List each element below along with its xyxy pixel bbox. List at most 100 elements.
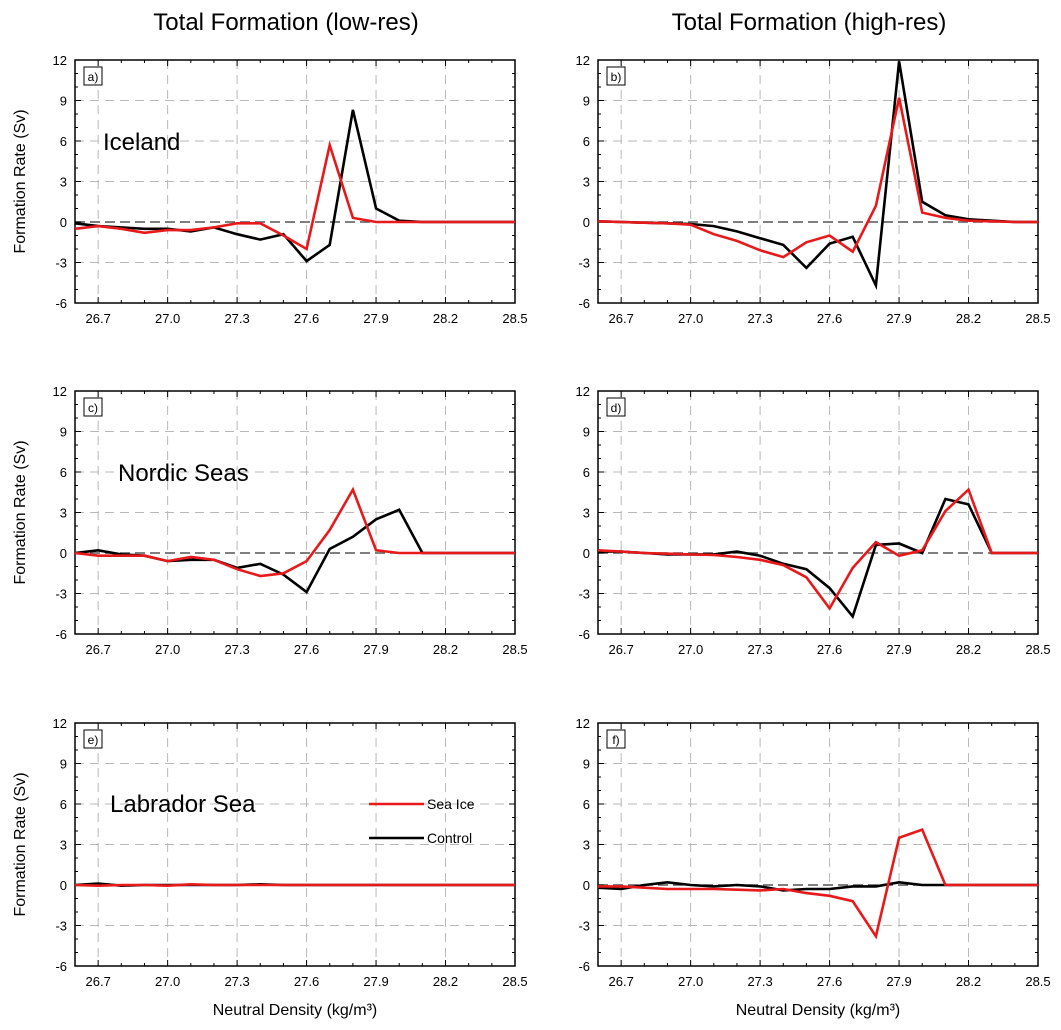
y-tick-label: 0 [583, 546, 590, 561]
y-tick-label: 12 [53, 53, 67, 68]
x-tick-label: 27.9 [363, 642, 388, 657]
panel-d: 26.7 27.0 27.3 27.6 27.9 28.2 28.5 12 9 6 3 0 -3 -6 d) [576, 384, 1051, 657]
y-tick-label: 3 [60, 506, 67, 521]
x-tick-label: 27.0 [155, 311, 180, 326]
y-tick-label: -3 [55, 919, 67, 934]
panel-f: 26.7 27.0 27.3 27.6 27.9 28.2 28.5 12 9 6 3 0 -3 -6 Ne… [576, 716, 1051, 1019]
x-tick-label: 28.5 [502, 974, 527, 989]
series-line-sea-ice [597, 97, 1038, 259]
y-tick-label: 3 [60, 175, 67, 190]
panel-label-box [606, 397, 626, 417]
x-tick-label: 27.9 [886, 974, 911, 989]
y-tick-label: 6 [60, 465, 67, 480]
panel-label: f) [612, 733, 619, 747]
x-tick-label: 28.2 [956, 311, 981, 326]
x-tick-label: 28.5 [502, 311, 527, 326]
x-tick-label: 27.0 [678, 642, 703, 657]
y-tick-label: 0 [583, 215, 590, 230]
x-tick-label: 27.9 [886, 642, 911, 657]
y-tick-label: 0 [60, 546, 67, 561]
panel-label: a) [88, 70, 99, 84]
series-line-sea-ice [598, 827, 1038, 940]
x-tick-label: 26.7 [86, 311, 111, 326]
y-tick-label: 9 [583, 757, 590, 772]
x-tick-label: 27.0 [155, 642, 180, 657]
x-tick-label: 27.6 [817, 642, 842, 657]
y-tick-label: 12 [576, 53, 590, 68]
y-tick-label: 9 [60, 757, 67, 772]
x-tick-label: 26.7 [609, 642, 634, 657]
x-tick-label: 28.2 [956, 974, 981, 989]
region-label: Labrador Sea [110, 791, 256, 818]
y-tick-label: 12 [53, 384, 67, 399]
series-line-sea-ice [597, 487, 1038, 611]
x-tick-label: 27.3 [224, 642, 249, 657]
y-tick-label: 6 [60, 134, 67, 149]
x-tick-label: 27.0 [678, 974, 703, 989]
panel-label-box [606, 66, 626, 86]
x-tick-label: 28.5 [1025, 311, 1050, 326]
panel-label: c) [88, 401, 98, 415]
y-tick-label: 0 [60, 215, 67, 230]
x-axis-label: Neutral Density (kg/m³) [213, 1002, 377, 1019]
y-tick-label: 6 [583, 797, 590, 812]
panel-label: b) [611, 70, 622, 84]
panel-label-box [83, 66, 103, 86]
panel-e: 26.7 27.0 27.3 27.6 27.9 28.2 28.5 12 9 6 3 0 -3 -6 Fo… [12, 716, 528, 1019]
legend: Sea Ice Control [369, 796, 475, 846]
y-axis-label: Formation Rate (Sv) [12, 109, 29, 253]
panel-label-box [83, 397, 103, 417]
legend-label: Sea Ice [427, 796, 475, 812]
y-axis-label: Formation Rate (Sv) [12, 440, 29, 584]
region-label: Iceland [103, 129, 180, 156]
x-tick-label: 27.3 [747, 642, 772, 657]
panel-label: e) [88, 733, 99, 747]
x-tick-label: 27.9 [363, 311, 388, 326]
panel-c: 26.7 27.0 27.3 27.6 27.9 28.2 28.5 12 9 6 3 0 -3 -6 Fo… [12, 384, 528, 657]
y-tick-label: -3 [55, 587, 67, 602]
x-tick-label: 28.2 [433, 974, 458, 989]
y-tick-label: 6 [583, 465, 590, 480]
y-tick-label: -3 [55, 256, 67, 271]
x-tick-label: 27.3 [747, 311, 772, 326]
x-tick-label: 27.9 [363, 974, 388, 989]
column-title-high-res: Total Formation (high-res) [672, 9, 947, 36]
y-tick-label: -6 [55, 627, 67, 642]
y-tick-label: 3 [583, 506, 590, 521]
x-tick-label: 27.6 [294, 311, 319, 326]
x-tick-label: 28.5 [1025, 642, 1050, 657]
x-axis-label: Neutral Density (kg/m³) [736, 1002, 900, 1019]
y-axis-label: Formation Rate (Sv) [12, 772, 29, 916]
y-tick-label: 6 [60, 797, 67, 812]
series-line-sea-ice [74, 882, 515, 888]
panel-a: 26.7 27.0 27.3 27.6 27.9 28.2 28.5 12 9 6 3 0 -3 -6 Fo… [12, 53, 528, 326]
y-tick-label: 9 [60, 94, 67, 109]
x-tick-label: 27.3 [747, 974, 772, 989]
y-tick-label: -6 [578, 627, 590, 642]
series-line-sea-ice [74, 140, 515, 252]
x-tick-label: 27.6 [817, 311, 842, 326]
x-tick-label: 28.2 [956, 642, 981, 657]
x-tick-label: 27.6 [294, 974, 319, 989]
x-tick-label: 27.0 [155, 974, 180, 989]
x-tick-label: 26.7 [609, 311, 634, 326]
x-tick-label: 27.6 [817, 974, 842, 989]
y-tick-label: 9 [583, 425, 590, 440]
y-tick-label: -3 [578, 919, 590, 934]
panels: 26.7 27.0 27.3 27.6 27.9 28.2 28.5 12 9 6 3 0 -3 -6 Fo… [12, 53, 1051, 1019]
y-tick-label: 9 [60, 425, 67, 440]
series-line-control [74, 508, 515, 595]
x-tick-label: 27.6 [294, 642, 319, 657]
x-tick-label: 26.7 [86, 974, 111, 989]
y-tick-label: -6 [55, 296, 67, 311]
x-tick-label: 27.0 [678, 311, 703, 326]
y-tick-label: -3 [578, 587, 590, 602]
x-tick-label: 27.3 [224, 974, 249, 989]
legend-label: Control [427, 830, 472, 846]
y-tick-label: -6 [578, 296, 590, 311]
column-title-low-res: Total Formation (low-res) [153, 9, 418, 36]
y-tick-label: 9 [583, 94, 590, 109]
y-tick-label: -6 [578, 959, 590, 974]
y-tick-label: 3 [60, 838, 67, 853]
